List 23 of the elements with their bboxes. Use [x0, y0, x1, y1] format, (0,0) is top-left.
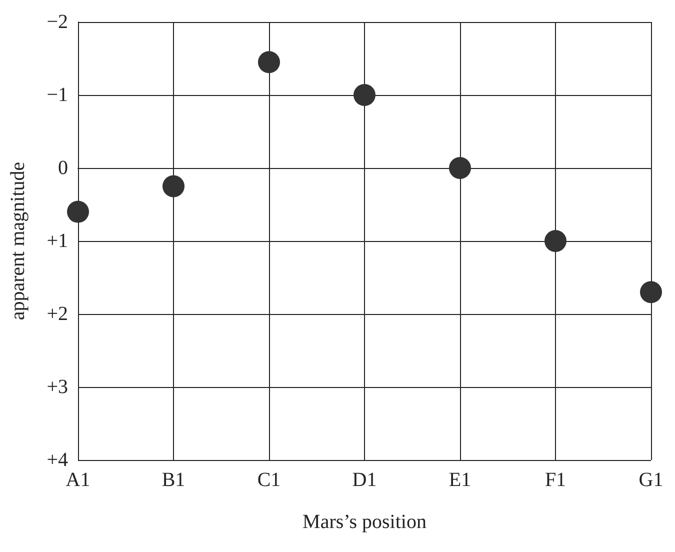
y-tick-label: −2	[46, 11, 68, 33]
point	[67, 200, 89, 223]
point	[640, 281, 662, 304]
point	[449, 157, 471, 179]
y-tick-label: 0	[58, 157, 68, 179]
x-tick-label: D1	[352, 469, 377, 491]
x-tick-label: E1	[448, 469, 472, 491]
y-tick-label: +3	[46, 376, 68, 398]
x-tick-label: G1	[638, 469, 664, 491]
y-tick-label: −1	[46, 84, 68, 106]
y-axis-title: apparent magnitude	[7, 162, 29, 320]
x-tick-label: F1	[544, 469, 566, 491]
x-axis-title: Mars’s position	[302, 511, 426, 533]
point	[354, 84, 376, 106]
point	[258, 51, 280, 74]
point	[544, 230, 566, 252]
y-tick-label: +1	[46, 230, 68, 252]
x-tick-label: A1	[66, 469, 90, 491]
x-tick-label: B1	[162, 469, 186, 491]
point	[162, 175, 184, 198]
y-tick-label: +2	[46, 303, 68, 325]
y-tick-label: +4	[46, 449, 68, 471]
x-tick-label: C1	[257, 469, 281, 491]
